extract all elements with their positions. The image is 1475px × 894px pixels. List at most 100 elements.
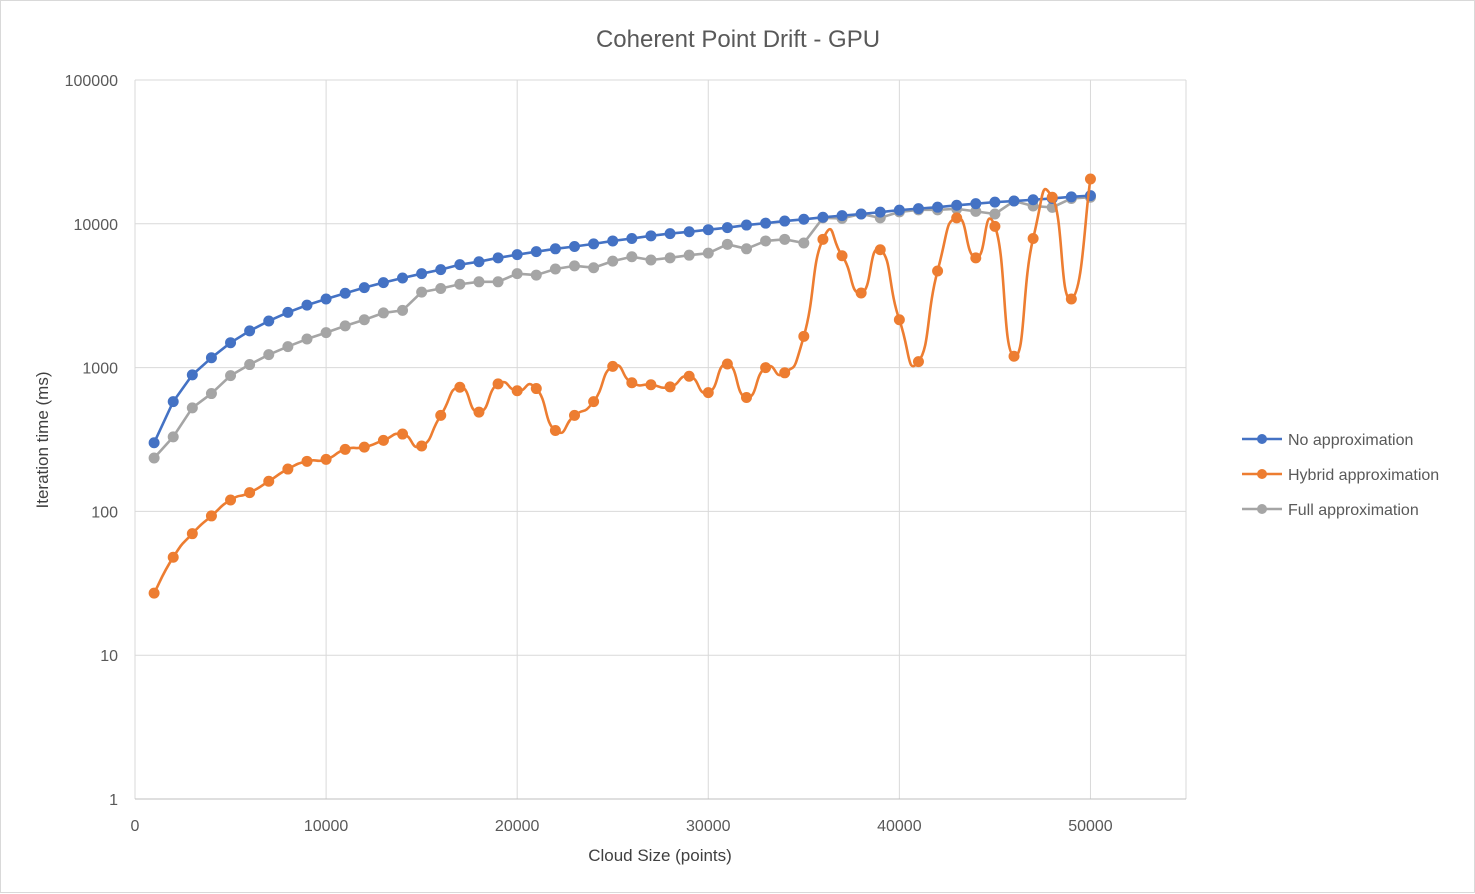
data-point [492, 252, 504, 264]
legend: No approximation Hybrid approximation Full… [1242, 432, 1439, 519]
data-point [282, 341, 294, 353]
data-point [511, 268, 523, 280]
data-point [855, 287, 867, 299]
data-point [186, 528, 198, 540]
data-point [664, 381, 676, 393]
y-tick-label: 10 [100, 648, 118, 665]
data-point [760, 362, 772, 374]
legend-item-no-approximation: No approximation [1242, 432, 1413, 449]
x-tick-label: 10000 [304, 818, 349, 835]
series-no-approximation [148, 190, 1096, 449]
data-point [397, 272, 409, 284]
data-point [416, 268, 428, 280]
data-point [454, 259, 466, 271]
data-point [970, 198, 982, 210]
data-point [549, 243, 561, 255]
data-point [186, 369, 198, 381]
data-point [339, 443, 351, 455]
data-point [721, 238, 733, 250]
legend-label: Full approximation [1288, 502, 1419, 519]
data-point [798, 237, 810, 249]
data-point [569, 241, 581, 253]
data-point [1008, 350, 1020, 362]
data-point [186, 402, 198, 414]
data-point [932, 201, 944, 213]
data-point [435, 409, 447, 421]
x-tick-label: 20000 [495, 818, 540, 835]
data-point [1065, 293, 1077, 305]
data-point [549, 425, 561, 437]
legend-swatch-marker [1257, 469, 1267, 479]
data-point [358, 441, 370, 453]
data-point [836, 250, 848, 262]
data-point [148, 452, 160, 464]
data-point [1084, 173, 1096, 185]
data-point [569, 260, 581, 272]
data-point [683, 226, 695, 238]
data-point [435, 282, 447, 294]
data-point [301, 455, 313, 467]
y-tick-label: 100 [91, 504, 118, 521]
data-point [989, 208, 1001, 220]
data-point [473, 276, 485, 288]
data-point [912, 203, 924, 215]
data-point [874, 206, 886, 218]
grid-layer [134, 79, 1187, 800]
data-point [397, 428, 409, 440]
y-tick-label: 10000 [74, 217, 119, 234]
data-point [205, 352, 217, 364]
legend-swatch-marker [1257, 434, 1267, 444]
data-point [339, 320, 351, 332]
data-point [1065, 191, 1077, 203]
data-point [377, 277, 389, 289]
data-point [607, 235, 619, 247]
data-point [798, 213, 810, 225]
series-line-no-approximation [152, 194, 1092, 445]
data-point [989, 196, 1001, 208]
data-point [740, 391, 752, 403]
x-tick-label: 30000 [686, 818, 731, 835]
series-line-hybrid-approximation [152, 177, 1092, 595]
data-point [626, 233, 638, 245]
data-point [397, 304, 409, 316]
data-point [664, 252, 676, 264]
data-point [530, 269, 542, 281]
data-point [167, 431, 179, 443]
data-point [511, 385, 523, 397]
legend-label: Hybrid approximation [1288, 467, 1439, 484]
data-point [760, 217, 772, 229]
data-point [454, 278, 466, 290]
data-point [492, 276, 504, 288]
data-point [798, 330, 810, 342]
x-axis-label: Cloud Size (points) [588, 846, 732, 865]
data-point [740, 219, 752, 231]
data-point [951, 199, 963, 211]
data-point [358, 314, 370, 326]
data-point [492, 378, 504, 390]
data-point [244, 325, 256, 337]
y-tick-label: 1 [109, 792, 118, 809]
data-point [874, 244, 886, 256]
data-point [683, 249, 695, 261]
data-point [549, 263, 561, 275]
data-point [320, 453, 332, 465]
data-point [664, 228, 676, 240]
data-point [377, 307, 389, 319]
data-point [721, 358, 733, 370]
data-point [1046, 191, 1058, 203]
data-point [225, 370, 237, 382]
data-point [721, 222, 733, 234]
data-point [626, 377, 638, 389]
data-point [607, 360, 619, 372]
data-point [339, 287, 351, 299]
data-point [377, 434, 389, 446]
data-point [1008, 195, 1020, 207]
series-hybrid-approximation [148, 173, 1096, 599]
data-point [569, 409, 581, 421]
data-point [989, 220, 1001, 232]
legend-label: No approximation [1288, 432, 1413, 449]
data-point [702, 224, 714, 236]
legend-item-hybrid-approximation: Hybrid approximation [1242, 467, 1439, 484]
